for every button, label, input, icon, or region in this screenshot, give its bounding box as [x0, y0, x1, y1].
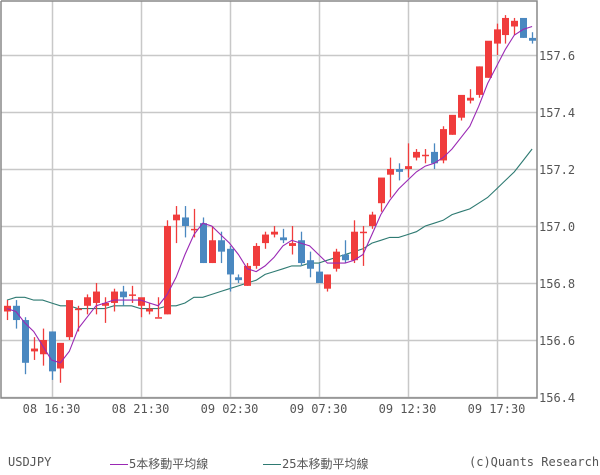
candle	[191, 208, 198, 238]
candle	[182, 206, 189, 238]
candle	[280, 228, 287, 244]
x-tick-label: 09 07:30	[290, 402, 348, 416]
y-tick-label: 157.2	[539, 163, 575, 177]
candle	[271, 226, 278, 238]
candle	[262, 231, 269, 249]
candle	[75, 305, 82, 332]
symbol-label: USDJPY	[8, 455, 52, 469]
y-tick-label: 156.4	[539, 391, 575, 405]
candle	[146, 302, 153, 315]
candle	[387, 157, 394, 198]
candle	[494, 23, 501, 55]
candle	[360, 226, 367, 266]
candle	[378, 177, 385, 212]
candles	[4, 15, 536, 383]
candle	[511, 17, 518, 36]
x-axis-labels: 08 16:30 08 21:30 09 02:30 09 07:30 09 12:30…	[23, 402, 526, 416]
candle	[200, 217, 207, 264]
candle	[22, 317, 29, 375]
ma25-label: 25本移動平均線	[282, 457, 369, 471]
candle	[120, 285, 127, 306]
candle	[307, 251, 314, 278]
candle	[396, 163, 403, 181]
candle	[93, 283, 100, 315]
y-tick-label: 157.0	[539, 220, 575, 234]
chart-grid	[1, 1, 537, 399]
candle	[173, 206, 180, 244]
chart-frame	[0, 0, 538, 399]
candle	[485, 40, 492, 78]
y-tick-label: 156.6	[539, 334, 575, 348]
candle	[13, 300, 20, 329]
ma5-swatch-icon	[110, 464, 128, 465]
candle	[333, 248, 340, 272]
candle	[476, 66, 483, 98]
candle	[244, 263, 251, 286]
candle	[218, 231, 225, 264]
ma5-line	[6, 25, 533, 364]
x-tick-label: 09 12:30	[379, 402, 437, 416]
legend-ma25: 25本移動平均線	[263, 455, 368, 472]
candle	[342, 240, 349, 264]
candle	[138, 297, 145, 318]
candle	[405, 143, 412, 178]
candle	[467, 89, 474, 104]
ma25-line	[6, 148, 533, 310]
candle	[413, 149, 420, 161]
copyright-text: (c)Quants Research	[469, 455, 600, 469]
candle	[235, 274, 242, 283]
y-tick-label: 157.4	[539, 106, 575, 120]
candle	[351, 220, 358, 264]
candle	[155, 297, 162, 319]
candle	[164, 220, 171, 315]
y-tick-label: 157.6	[539, 49, 575, 63]
candle	[49, 331, 56, 380]
candle	[102, 297, 109, 323]
candle	[209, 226, 216, 264]
candle	[449, 114, 456, 135]
candle	[84, 294, 91, 315]
candle	[431, 143, 438, 169]
candle	[227, 245, 234, 292]
x-tick-label: 09 17:30	[468, 402, 526, 416]
copyright: (c)Quants Research	[469, 455, 599, 469]
candle	[422, 149, 429, 164]
candle	[298, 231, 305, 266]
x-tick-label: 08 16:30	[23, 402, 81, 416]
candle	[369, 211, 376, 229]
candle	[253, 243, 260, 269]
ma25-swatch-icon	[263, 464, 281, 465]
candle	[458, 94, 465, 121]
candle	[324, 274, 331, 292]
candle	[31, 337, 38, 360]
candle	[316, 263, 323, 283]
candle	[529, 32, 536, 44]
legend-symbol: USDJPY	[8, 455, 51, 469]
ma5-label: 5本移動平均線	[129, 457, 209, 471]
candle	[502, 15, 509, 44]
legend-ma5: 5本移動平均線	[110, 455, 208, 472]
y-tick-label: 156.8	[539, 277, 575, 291]
candle	[66, 300, 73, 340]
candle	[520, 17, 527, 38]
x-tick-label: 08 21:30	[112, 402, 170, 416]
candle	[57, 342, 64, 383]
y-axis-labels: 156.4 156.6 156.8 157.0 157.2 157.4 157.6	[539, 49, 575, 405]
x-tick-label: 09 02:30	[201, 402, 259, 416]
